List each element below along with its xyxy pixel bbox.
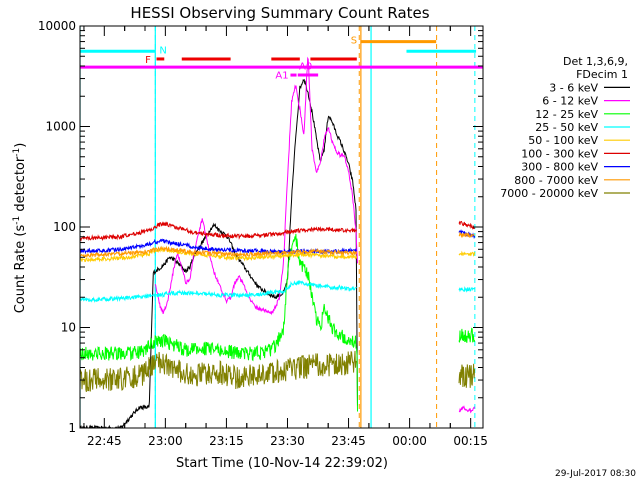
flag-label: A0	[299, 62, 312, 73]
y-tick-label: 1	[68, 421, 76, 435]
legend-label: 800 - 7000 keV	[514, 174, 598, 187]
post-gap-series-line	[458, 363, 476, 388]
series-line	[80, 233, 358, 412]
post-gap-series-line	[458, 220, 476, 230]
legend-label: 300 - 800 keV	[521, 161, 598, 174]
x-axis-label: Start Time (10-Nov-14 22:39:02)	[176, 456, 388, 471]
chart-title: HESSI Observing Summary Count Rates	[130, 4, 429, 22]
legend-header: FDecim 1	[576, 68, 628, 81]
x-tick-label: 00:15	[453, 434, 488, 448]
post-gap-series-line	[458, 229, 476, 240]
series-line	[80, 350, 357, 393]
post-gap-series-line	[458, 286, 475, 293]
x-tick-label: 23:15	[209, 434, 244, 448]
x-tick-label: 23:45	[331, 434, 366, 448]
legend-header: Det 1,3,6,9,	[563, 55, 628, 68]
legend-label: 25 - 50 keV	[535, 121, 598, 134]
legend-label: 100 - 300 keV	[521, 147, 598, 160]
legend-label: 7000 - 20000 keV	[500, 187, 598, 200]
flags-layer: NF S A1 A0	[80, 35, 483, 82]
legend-label: 50 - 100 keV	[528, 134, 598, 147]
y-tick-label: 10	[61, 321, 76, 335]
legend-label: 6 - 12 keV	[542, 95, 598, 108]
x-tick-label: 23:30	[270, 434, 305, 448]
legend-label: 3 - 6 keV	[549, 81, 598, 94]
flag-label: F	[145, 55, 151, 66]
y-axis-label: Count Rate (s-1 detector-1)	[12, 143, 28, 314]
series-line	[80, 279, 357, 303]
flag-label: N	[159, 46, 166, 57]
post-gap-series-line	[458, 231, 475, 239]
post-gap-series-line	[458, 250, 476, 257]
series-line	[154, 56, 358, 316]
y-tick-label: 10000	[38, 19, 76, 33]
series-layer	[80, 56, 476, 428]
y-tick-label: 1000	[45, 120, 76, 134]
series-line	[80, 221, 357, 242]
flag-label: A1	[275, 71, 288, 82]
footer-date: 29-Jul-2017 08:30	[555, 469, 636, 479]
annotation-layer	[80, 26, 476, 428]
y-tick-label: 100	[53, 220, 76, 234]
flag-label: S	[351, 35, 357, 46]
series-line	[80, 246, 357, 263]
post-gap-series-line	[458, 405, 476, 414]
series-line	[80, 78, 358, 428]
x-tick-label: 22:45	[87, 434, 122, 448]
series-line	[80, 245, 357, 258]
post-gap-series-line	[458, 327, 476, 343]
legend-label: 12 - 25 keV	[535, 108, 598, 121]
axes-layer: 1 10 100 1000 10000 22:45 23:00 23:15 23:30 23:45…	[38, 19, 488, 448]
x-tick-label: 00:00	[392, 434, 427, 448]
x-tick-label: 23:00	[148, 434, 183, 448]
